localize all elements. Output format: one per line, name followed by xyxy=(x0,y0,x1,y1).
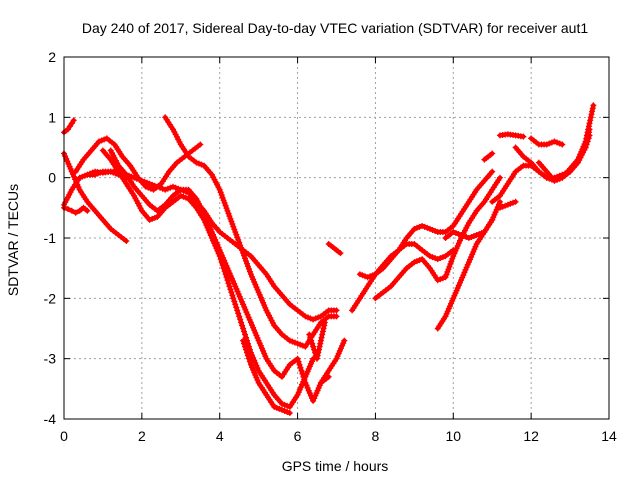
data-series-arc-15 xyxy=(356,168,496,281)
x-tick-label: 8 xyxy=(372,428,380,444)
series-plus-markers xyxy=(442,198,503,241)
series-trace xyxy=(85,169,339,322)
series-plus-markers xyxy=(481,150,496,163)
x-tick-label: 14 xyxy=(601,428,617,444)
data-series-arc-10 xyxy=(240,337,293,416)
data-series-arc-12 xyxy=(317,337,348,386)
x-tick-label: 2 xyxy=(138,428,146,444)
series-plus-markers xyxy=(107,147,332,404)
data-series-arc-16 xyxy=(372,174,503,302)
data-series-arc-9 xyxy=(162,114,340,350)
series-layer xyxy=(61,102,597,416)
data-series-arc-3 xyxy=(61,117,77,136)
plot-frame xyxy=(63,56,610,420)
x-tick-label: 6 xyxy=(294,428,302,444)
x-tick-label: 12 xyxy=(523,428,539,444)
y-tick-label: 1 xyxy=(48,109,56,125)
series-plus-markers xyxy=(535,102,597,184)
series-plus-markers xyxy=(61,117,77,136)
series-plus-markers xyxy=(317,337,348,386)
y-tick-label: 2 xyxy=(48,49,56,65)
x-axis-label: GPS time / hours xyxy=(282,458,389,474)
series-plus-markers xyxy=(306,319,328,362)
data-series-arc-11 xyxy=(306,319,328,362)
series-plus-markers xyxy=(84,168,340,323)
series-plus-markers xyxy=(497,198,519,211)
chart-title: Day 240 of 2017, Sidereal Day-to-day VTE… xyxy=(82,20,589,36)
data-series-arc-6 xyxy=(84,168,340,323)
x-tick-labels: 0 2 4 6 8 10 12 14 xyxy=(60,428,617,444)
x-tick-label: 4 xyxy=(216,428,224,444)
series-plus-markers xyxy=(240,337,293,416)
data-series-arc-19 xyxy=(497,131,527,140)
y-tick-label: -2 xyxy=(44,290,57,306)
data-series-arc-18 xyxy=(442,198,503,241)
x-tick-label: 0 xyxy=(60,428,68,444)
y-tick-label: 0 xyxy=(48,170,56,186)
data-series-arc-24 xyxy=(497,198,519,211)
series-plus-markers xyxy=(325,241,344,257)
series-plus-markers xyxy=(497,131,527,140)
y-axis-label: SDTVAR / TECUs xyxy=(5,184,21,296)
series-plus-markers xyxy=(162,114,340,350)
y-tick-labels: -4 -3 -2 -1 0 1 2 xyxy=(44,49,57,427)
x-tick-label: 10 xyxy=(445,428,461,444)
y-tick-label: -1 xyxy=(44,230,57,246)
series-plus-markers xyxy=(356,168,496,281)
series-plus-markers xyxy=(528,135,566,148)
data-series-arc-23 xyxy=(535,102,597,184)
data-series-arc-22 xyxy=(528,135,566,148)
data-series-arc-13 xyxy=(325,241,344,257)
data-series-arc-4 xyxy=(61,204,91,216)
y-tick-label: -3 xyxy=(44,351,57,367)
data-series-arc-8 xyxy=(107,147,332,404)
grid-lines xyxy=(64,57,609,419)
y-tick-label: -4 xyxy=(44,411,57,427)
series-plus-markers xyxy=(99,147,317,410)
data-series-arc-25 xyxy=(481,150,496,163)
